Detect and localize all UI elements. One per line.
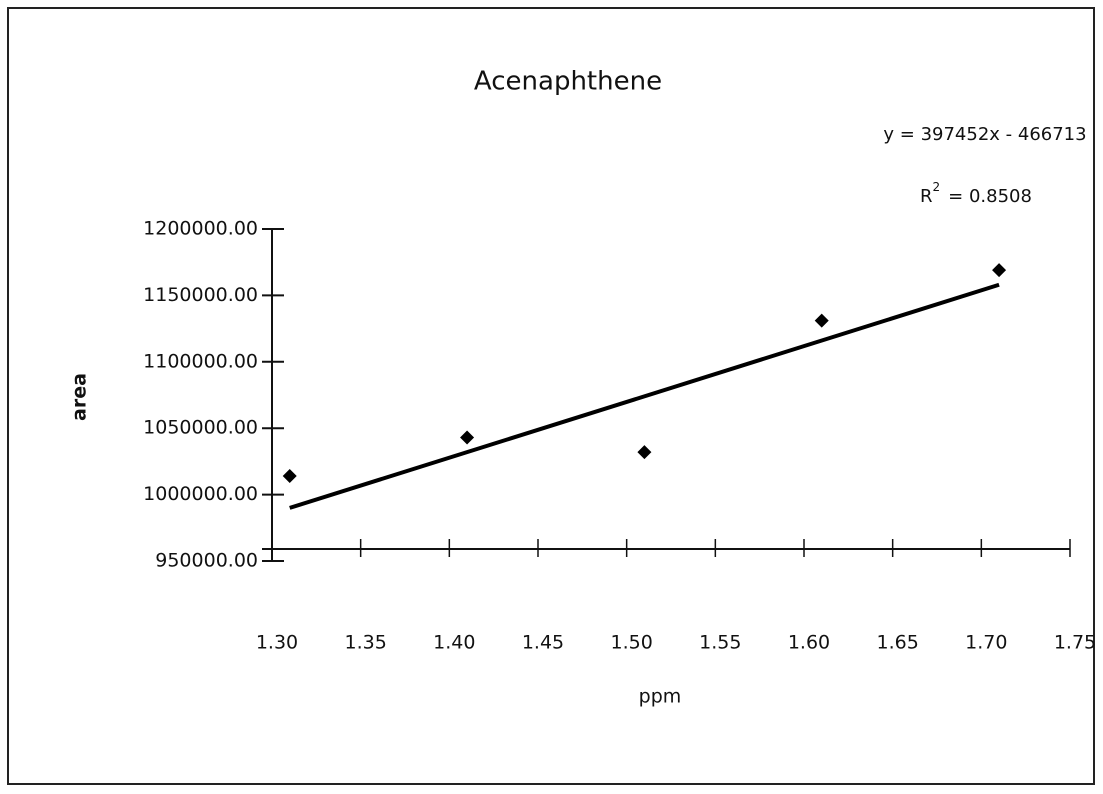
y-tick-label: 1150000.00: [143, 284, 258, 306]
x-tick-label: 1.50: [611, 632, 653, 654]
x-tick-label: 1.55: [699, 632, 741, 654]
chart-title: Acenaphthene: [474, 67, 662, 97]
r-squared-sup: 2: [933, 180, 941, 194]
trendline: [289, 282, 1000, 510]
x-tick-label: 1.60: [788, 632, 830, 654]
x-tick-label: 1.65: [877, 632, 919, 654]
data-point: [282, 469, 297, 484]
chart-border: [7, 7, 1095, 785]
r-squared-value: = 0.8508: [948, 186, 1032, 207]
y-tick-label: 950000.00: [155, 550, 258, 572]
x-tick-label: 1.75: [1054, 632, 1096, 654]
x-tick-label: 1.70: [965, 632, 1007, 654]
y-tick-label: 1050000.00: [143, 417, 258, 439]
x-tick-label: 1.30: [256, 632, 298, 654]
data-point: [814, 313, 829, 328]
x-tick-label: 1.35: [345, 632, 387, 654]
data-point: [637, 445, 652, 460]
y-axis-label: area: [69, 373, 91, 421]
y-tick-label: 1200000.00: [143, 218, 258, 240]
data-point: [992, 263, 1007, 278]
y-tick-label: 1100000.00: [143, 350, 258, 372]
y-tick-label: 1000000.00: [143, 483, 258, 505]
trend-equation: y = 397452x - 466713: [883, 124, 1086, 145]
x-tick-label: 1.40: [433, 632, 475, 654]
x-tick-label: 1.45: [522, 632, 564, 654]
x-axis-label: ppm: [639, 686, 682, 708]
r-squared-r: R: [920, 186, 933, 207]
data-point: [460, 430, 475, 445]
r-squared: R2 = 0.8508: [920, 180, 1032, 208]
